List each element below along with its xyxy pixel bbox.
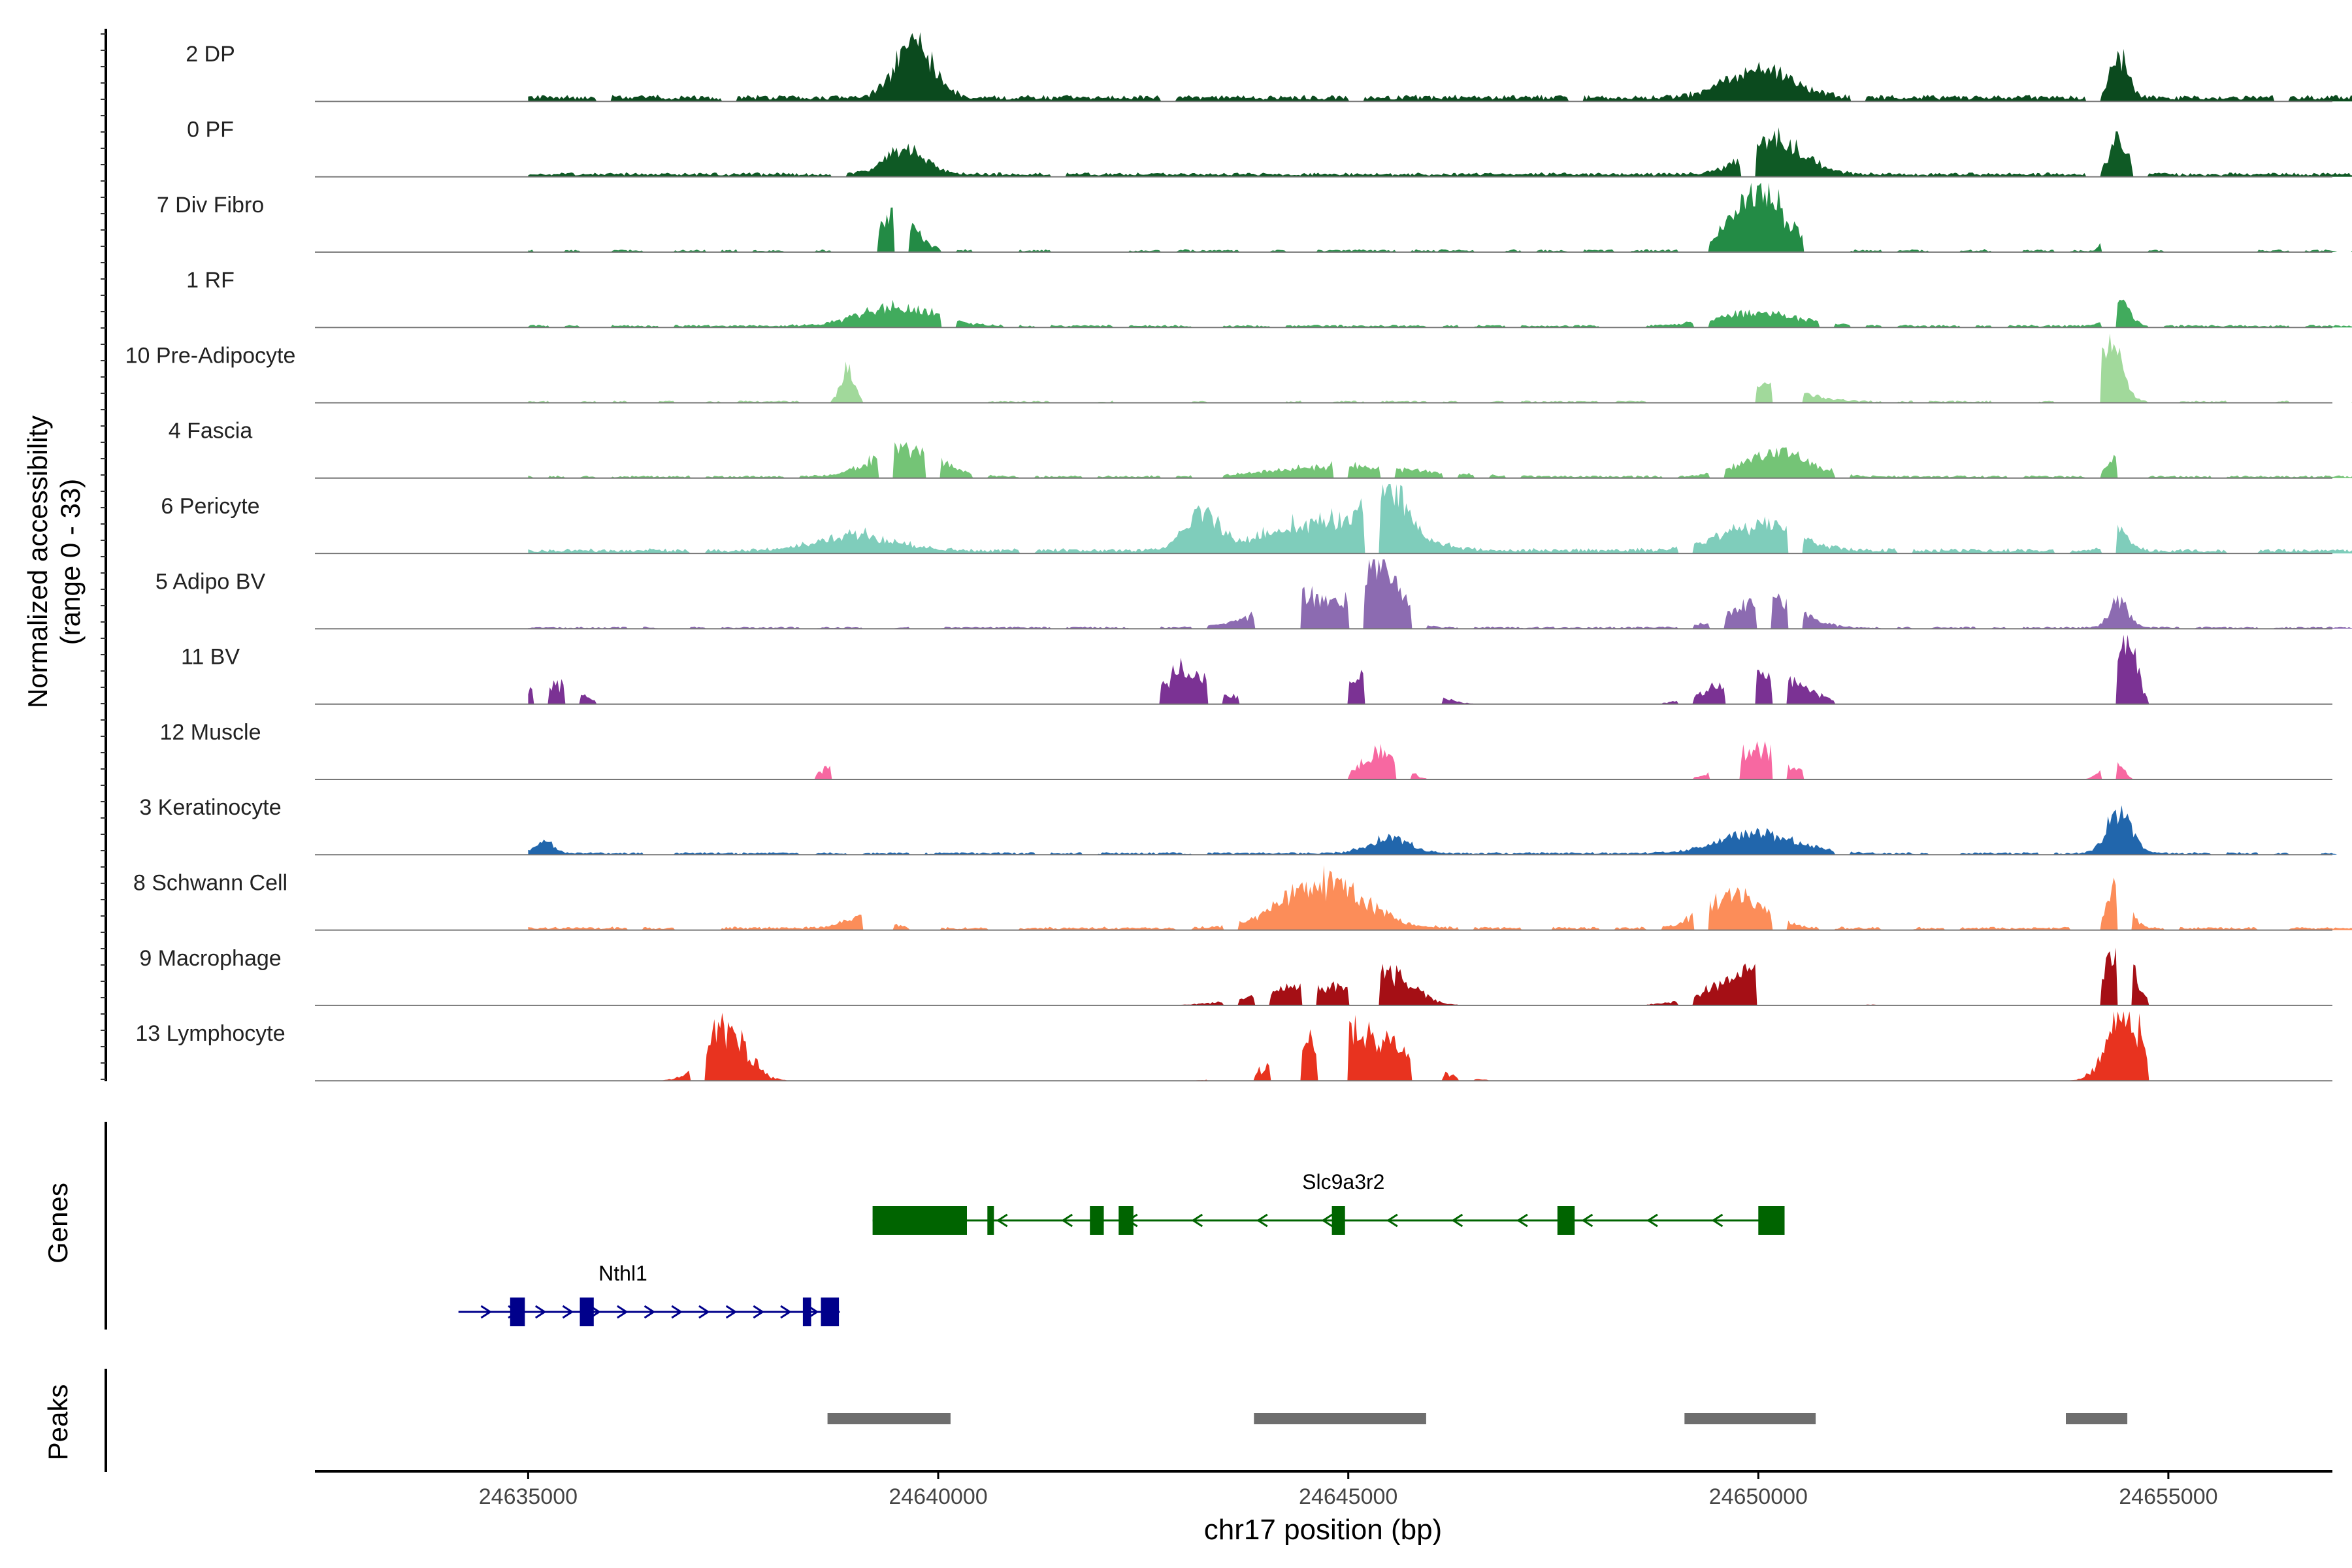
coverage-area bbox=[528, 947, 2352, 1005]
coverage-tracks: 2 DP 0 PF 7 Div Fibro 1 RF 10 Pre-Adipocyte 4… bbox=[125, 32, 2352, 1082]
gene-exon bbox=[987, 1206, 994, 1235]
gene-track: Slc9a3r2 Nthl1 bbox=[458, 1170, 1785, 1326]
coverage-area bbox=[528, 182, 2352, 252]
gene-exon bbox=[1090, 1206, 1104, 1235]
x-tick-label: 24650000 bbox=[1709, 1484, 1808, 1509]
track-label: 11 BV bbox=[181, 645, 240, 670]
coverage-area bbox=[528, 32, 2352, 102]
coverage-area bbox=[528, 484, 2352, 554]
coverage-area bbox=[528, 299, 2352, 328]
gene-exon bbox=[872, 1206, 967, 1235]
gene-strand-arrow bbox=[534, 1305, 547, 1319]
gene-strand-arrow bbox=[562, 1305, 574, 1319]
track-5-adipo-bv: 5 Adipo BV bbox=[155, 559, 2352, 630]
track-1-rf: 1 RF bbox=[186, 268, 2352, 329]
gene-strand-arrow bbox=[671, 1305, 683, 1319]
peak-region bbox=[2066, 1413, 2128, 1424]
gene-exon bbox=[1557, 1206, 1575, 1235]
gene-strand-arrow bbox=[1646, 1213, 1658, 1228]
gene-strand-arrow bbox=[996, 1213, 1008, 1228]
coverage-area bbox=[528, 741, 2352, 779]
coverage-area bbox=[528, 442, 2352, 478]
gene-strand-arrow bbox=[480, 1305, 493, 1319]
track-8-schwann-cell: 8 Schwann Cell bbox=[133, 865, 2352, 931]
gene-strand-arrow bbox=[1711, 1213, 1723, 1228]
gene-strand-arrow bbox=[1061, 1213, 1073, 1228]
gene-strand-arrow bbox=[1386, 1213, 1398, 1228]
peak-region bbox=[1254, 1413, 1426, 1424]
y-axis-label-line2: (range 0 - 33) bbox=[55, 479, 86, 645]
track-3-keratinocyte: 3 Keratinocyte bbox=[139, 795, 2352, 856]
gene-strand-arrow bbox=[698, 1305, 710, 1319]
track-9-macrophage: 9 Macrophage bbox=[139, 946, 2352, 1006]
coverage-area bbox=[528, 127, 2352, 177]
track-label: 0 PF bbox=[187, 118, 234, 142]
peak-region bbox=[1684, 1413, 1816, 1424]
x-tick-label: 24640000 bbox=[889, 1484, 987, 1509]
track-label: 13 Lymphocyte bbox=[135, 1021, 285, 1046]
x-tick-label: 24655000 bbox=[2119, 1484, 2217, 1509]
gene-strand-arrow bbox=[1191, 1213, 1203, 1228]
track-4-fascia: 4 Fascia bbox=[169, 419, 2352, 479]
track-12-muscle: 12 Muscle bbox=[160, 720, 2352, 780]
coverage-area bbox=[528, 865, 2352, 930]
gene-exon bbox=[1758, 1206, 1785, 1235]
gene-strand-arrow bbox=[1321, 1213, 1333, 1228]
track-10-pre-adipocyte: 10 Pre-Adipocyte bbox=[125, 333, 2352, 404]
track-label: 8 Schwann Cell bbox=[133, 871, 287, 896]
track-label: 7 Div Fibro bbox=[157, 193, 264, 218]
coverage-area bbox=[528, 1011, 2352, 1081]
track-label: 9 Macrophage bbox=[139, 946, 281, 971]
track-label: 6 Pericyte bbox=[161, 494, 259, 519]
track-label: 10 Pre-Adipocyte bbox=[125, 343, 296, 368]
gene-exon bbox=[580, 1298, 594, 1326]
track-label: 3 Keratinocyte bbox=[139, 795, 281, 820]
gene-strand-arrow bbox=[1581, 1213, 1593, 1228]
track-13-lymphocyte: 13 Lymphocyte bbox=[135, 1011, 2352, 1082]
gene-exon bbox=[1119, 1206, 1134, 1235]
coverage-area bbox=[528, 805, 2352, 855]
gene-strand-arrow bbox=[644, 1305, 656, 1319]
gene-name: Slc9a3r2 bbox=[1302, 1170, 1384, 1194]
track-2-dp: 2 DP bbox=[186, 32, 2352, 103]
gene-strand-arrow bbox=[1451, 1213, 1463, 1228]
gene-exon bbox=[510, 1298, 525, 1326]
track-label: 5 Adipo BV bbox=[155, 569, 266, 594]
track-0-pf: 0 PF bbox=[187, 118, 2352, 178]
coverage-area bbox=[528, 333, 2352, 403]
track-6-pericyte: 6 Pericyte bbox=[161, 484, 2352, 555]
x-tick-label: 24645000 bbox=[1299, 1484, 1397, 1509]
track-label: 1 RF bbox=[186, 268, 235, 293]
peaks-panel-label: Peaks bbox=[42, 1384, 73, 1461]
y-axis-label-line1: Normalized accessibility bbox=[22, 416, 53, 708]
track-label: 4 Fascia bbox=[169, 419, 253, 444]
y-axis-label: Normalized accessibility (range 0 - 33) bbox=[22, 416, 86, 708]
gene-exon bbox=[821, 1298, 840, 1326]
gene-exon bbox=[802, 1298, 811, 1326]
peak-region bbox=[827, 1413, 951, 1424]
gene-strand-arrow bbox=[617, 1305, 629, 1319]
track-label: 12 Muscle bbox=[160, 720, 261, 745]
x-axis: 24635000 24640000 24645000 24650000 24655000 bbox=[315, 1470, 2332, 1509]
gene-slc9a3r2: Slc9a3r2 bbox=[872, 1170, 1785, 1235]
track-7-div-fibro: 7 Div Fibro bbox=[157, 182, 2352, 253]
genes-panel-label: Genes bbox=[42, 1183, 73, 1264]
gene-strand-arrow bbox=[1256, 1213, 1268, 1228]
gene-exon bbox=[1331, 1206, 1345, 1235]
track-label: 2 DP bbox=[186, 42, 235, 67]
x-axis-label: chr17 position (bp) bbox=[1204, 1514, 1442, 1546]
gene-strand-arrow bbox=[780, 1305, 792, 1319]
gene-nthl1: Nthl1 bbox=[458, 1262, 840, 1326]
gene-strand-arrow bbox=[725, 1305, 738, 1319]
track-11-bv: 11 BV bbox=[181, 634, 2352, 705]
gene-name: Nthl1 bbox=[598, 1262, 647, 1285]
coverage-area bbox=[528, 634, 2352, 704]
peak-track bbox=[827, 1413, 2128, 1424]
coverage-area bbox=[528, 559, 2352, 629]
gene-strand-arrow bbox=[1516, 1213, 1528, 1228]
coverage-y-axis bbox=[101, 29, 107, 1081]
x-tick-label: 24635000 bbox=[479, 1484, 578, 1509]
gene-strand-arrow bbox=[753, 1305, 765, 1319]
